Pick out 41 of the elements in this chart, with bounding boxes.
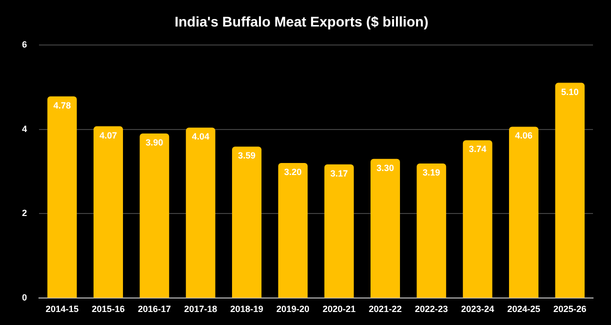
data-label: 5.10 [561, 86, 579, 97]
bar [186, 128, 216, 298]
x-tick-label: 2021-22 [368, 304, 402, 314]
bar [555, 82, 585, 298]
x-tick-label: 2018-19 [230, 304, 264, 314]
data-label: 3.17 [330, 168, 348, 178]
data-label: 3.30 [376, 162, 394, 173]
x-tick-label: 2019-20 [276, 304, 310, 314]
x-tick-label: 2025-26 [553, 304, 586, 314]
y-tick-label: 6 [22, 39, 28, 50]
y-tick-label: 2 [22, 208, 28, 218]
bar [140, 133, 170, 298]
data-label: 3.74 [468, 144, 486, 154]
x-tick-label: 2017-18 [184, 304, 218, 314]
data-label: 3.90 [146, 137, 164, 148]
x-tick-label: 2014-15 [46, 304, 79, 314]
bar [47, 96, 77, 298]
bar [232, 146, 262, 298]
bar [370, 158, 400, 298]
bar [509, 126, 538, 298]
data-label: 3.59 [238, 150, 256, 161]
x-tick-label: 2023-24 [461, 304, 494, 314]
data-label: 4.06 [514, 130, 533, 141]
bar [416, 163, 446, 298]
data-label: 3.19 [422, 167, 440, 178]
x-tick-label: 2022-23 [414, 304, 448, 314]
bar [462, 140, 492, 298]
data-label: 3.20 [284, 167, 302, 178]
y-tick-label: 4 [22, 124, 28, 134]
data-label: 4.07 [99, 130, 118, 140]
data-label: 4.78 [53, 100, 71, 110]
y-tick-label: 0 [22, 292, 28, 303]
x-tick-label: 2024-25 [507, 304, 540, 314]
bar [324, 164, 354, 298]
x-tick-label: 2016-17 [138, 304, 171, 314]
x-tick-label: 2015-16 [92, 304, 125, 314]
bar [94, 126, 123, 298]
bar [278, 163, 308, 298]
chart-title: India's Buffalo Meat Exports ($ billion) [174, 13, 428, 30]
data-label: 4.04 [192, 132, 210, 142]
x-tick-label: 2020-21 [322, 304, 356, 314]
